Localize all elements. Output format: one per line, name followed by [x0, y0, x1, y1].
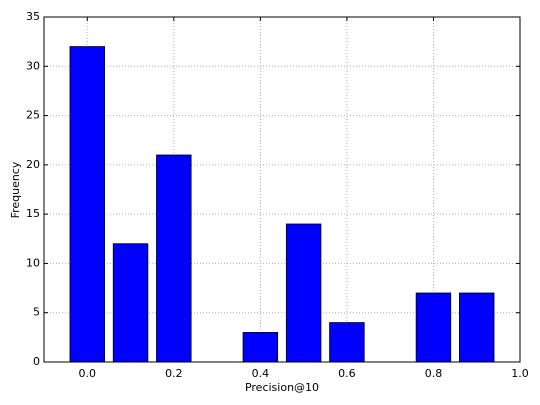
y-tick-label: 10: [26, 256, 40, 269]
y-tick-label: 15: [26, 207, 40, 220]
bar: [285, 223, 322, 363]
y-tick-label: 25: [26, 109, 40, 122]
bar: [329, 322, 365, 363]
x-tick-label: 0.6: [338, 367, 356, 380]
x-tick-label: 1.0: [511, 367, 529, 380]
plot-frame: [43, 16, 521, 363]
y-tick-label: 35: [26, 10, 40, 23]
bar: [459, 292, 495, 363]
x-tick-label: 0.2: [165, 367, 183, 380]
x-tick-label: 0.8: [425, 367, 443, 380]
y-tick-label: 5: [33, 306, 40, 319]
x-tick-label: 0.0: [79, 367, 97, 380]
x-tick-label: 0.4: [252, 367, 270, 380]
bar: [242, 332, 279, 363]
x-axis-label: Precision@10: [245, 381, 319, 394]
bar: [112, 243, 149, 363]
y-tick-label: 30: [26, 59, 40, 72]
bar: [69, 46, 105, 363]
bar: [415, 292, 452, 363]
y-axis-label: Frequency: [9, 161, 22, 218]
bar: [156, 154, 192, 363]
y-tick-label: 20: [26, 158, 40, 171]
y-tick-label: 0: [33, 355, 40, 368]
